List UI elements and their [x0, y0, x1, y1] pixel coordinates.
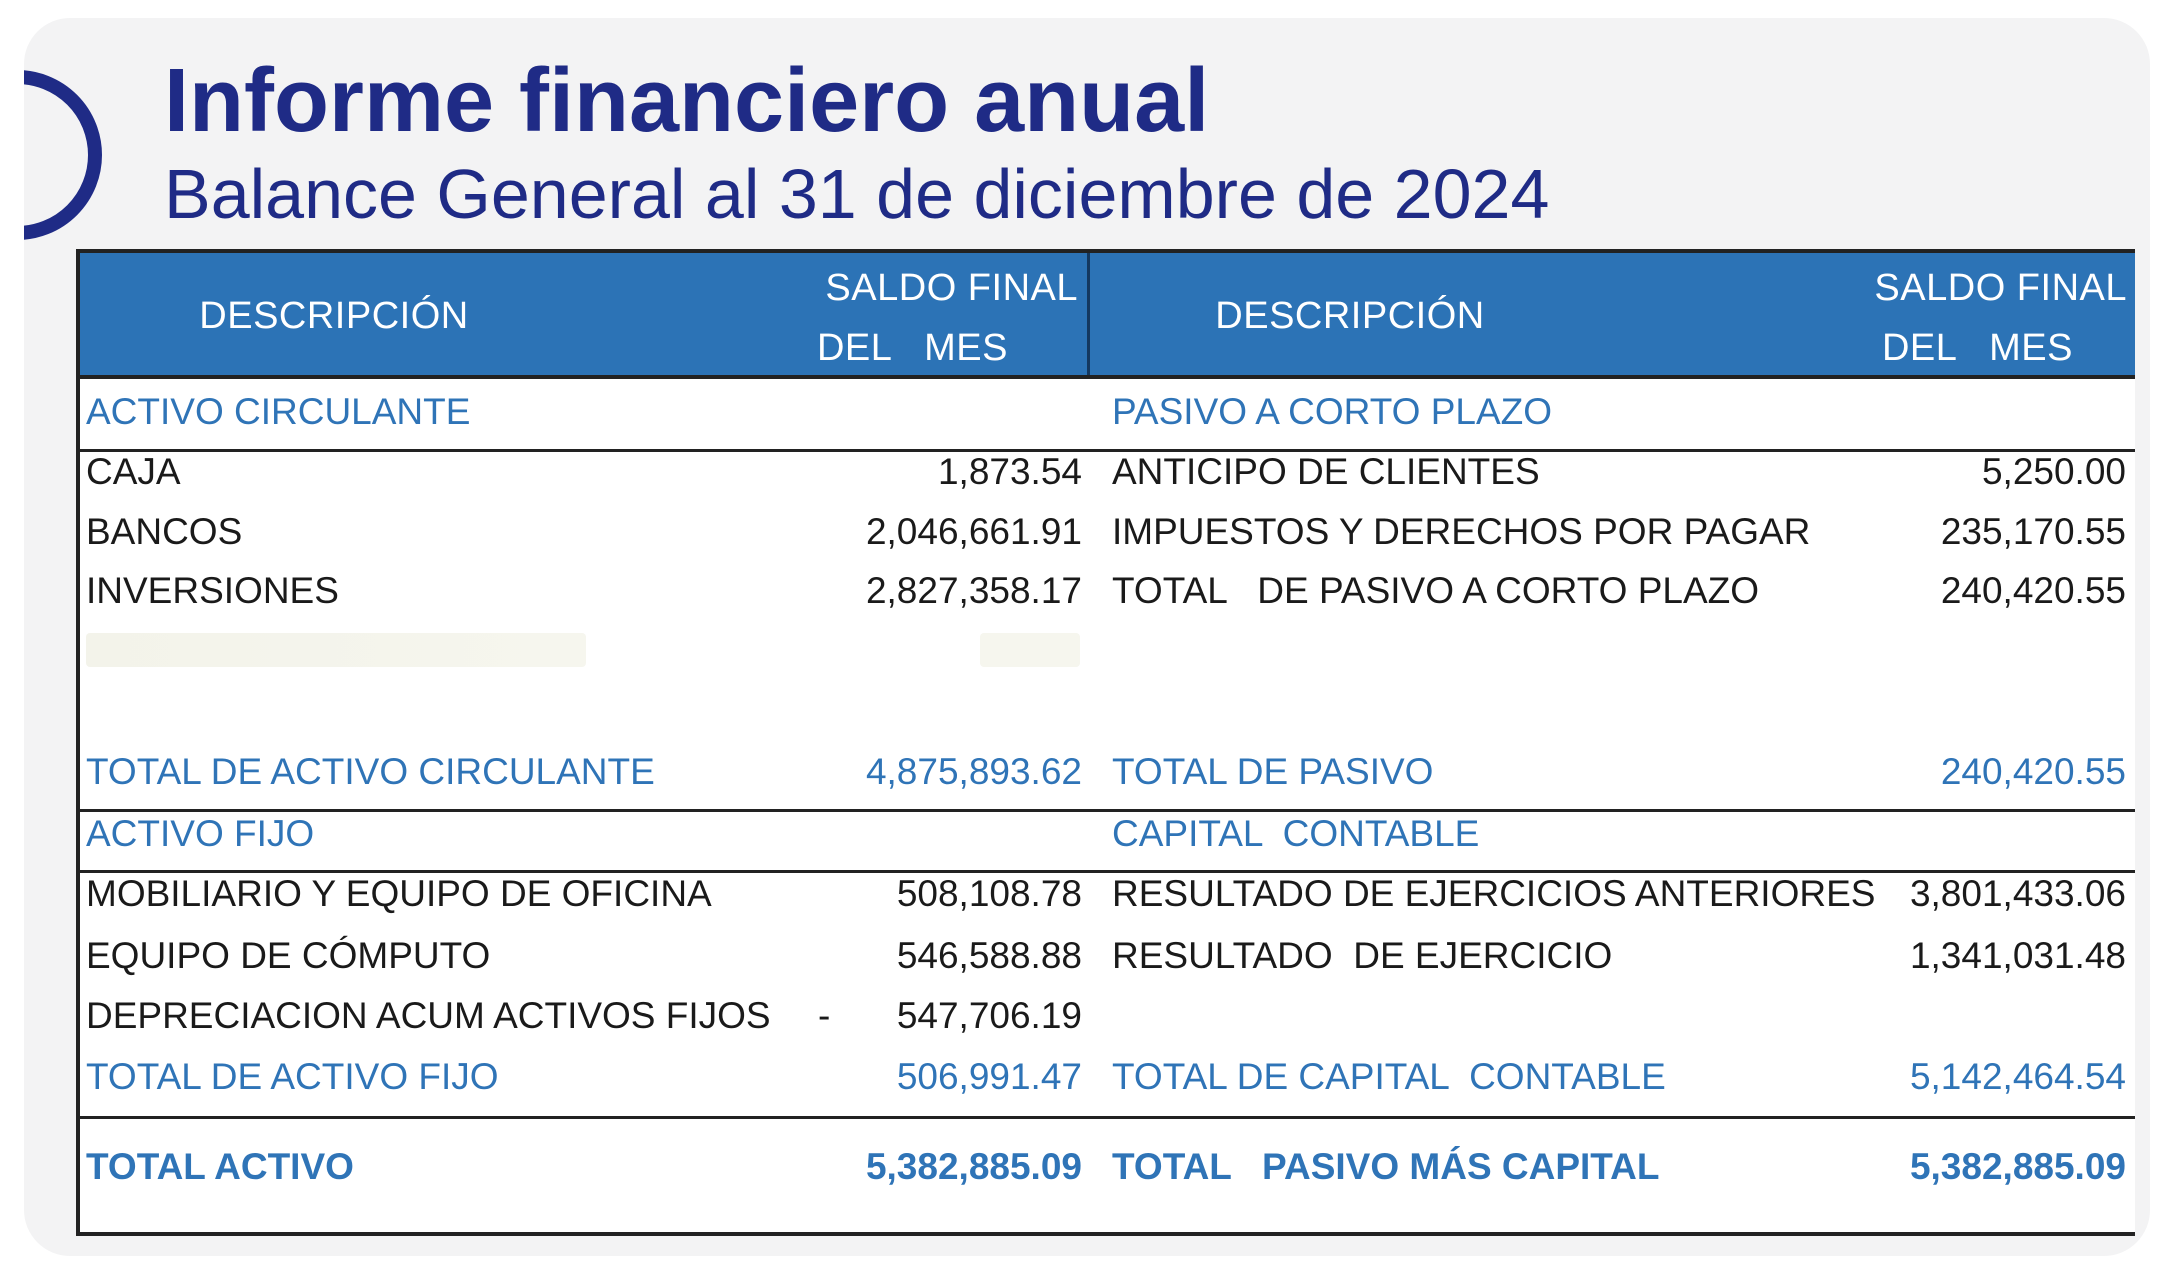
faded-row-placeholder: [86, 633, 586, 667]
total-capital-contable-label: TOTAL DE CAPITAL CONTABLE: [1112, 1056, 1666, 1097]
total-pasivo-value: 240,420.55: [1940, 751, 2126, 792]
faded-value-placeholder: [980, 633, 1080, 667]
total-activo-fijo-label: TOTAL DE ACTIVO FIJO: [86, 1056, 499, 1097]
row-value-bancos: 2,046,661.91: [865, 511, 1082, 552]
divider-line: [80, 1116, 2135, 1119]
total-activo-circulante-value: 4,875,893.62: [865, 751, 1082, 792]
total-pasivo-mas-capital-value: 5,382,885.09: [1909, 1146, 2126, 1187]
row-value-resultado-anteriores: 3,801,433.06: [1909, 873, 2126, 914]
divider-line: [80, 449, 2135, 452]
total-activo-label: TOTAL ACTIVO: [86, 1146, 354, 1187]
page-title: Informe financiero anual: [164, 51, 1210, 151]
page-subtitle: Balance General al 31 de diciembre de 20…: [164, 155, 1550, 233]
section-activo-fijo: ACTIVO FIJO: [86, 813, 315, 854]
row-label-resultado-anteriores: RESULTADO DE EJERCICIOS ANTERIORES: [1112, 873, 1876, 914]
total-pasivo-mas-capital-label: TOTAL PASIVO MÁS CAPITAL: [1112, 1146, 1660, 1187]
row-value-anticipo-clientes: 5,250.00: [1981, 451, 2126, 492]
row-value-total-pasivo-corto: 240,420.55: [1940, 570, 2126, 611]
row-label-depreciacion: DEPRECIACION ACUM ACTIVOS FIJOS: [86, 995, 771, 1036]
row-label-mobiliario: MOBILIARIO Y EQUIPO DE OFICINA: [86, 873, 712, 914]
row-label-equipo-computo: EQUIPO DE CÓMPUTO: [86, 935, 491, 976]
row-sign-depreciacion: -: [818, 995, 831, 1036]
total-pasivo-label: TOTAL DE PASIVO: [1112, 751, 1434, 792]
total-activo-fijo-value: 506,991.47: [896, 1056, 1082, 1097]
header-desc-right: DESCRIPCIÓN: [1215, 295, 1485, 337]
section-activo-circulante: ACTIVO CIRCULANTE: [86, 391, 471, 432]
row-value-resultado-ejercicio: 1,341,031.48: [1909, 935, 2126, 976]
row-value-caja: 1,873.54: [937, 451, 1082, 492]
row-value-impuestos: 235,170.55: [1940, 511, 2126, 552]
total-activo-value: 5,382,885.09: [865, 1146, 1082, 1187]
total-capital-contable-value: 5,142,464.54: [1909, 1056, 2126, 1097]
section-pasivo-corto-plazo: PASIVO A CORTO PLAZO: [1112, 391, 1553, 432]
row-value-depreciacion: 547,706.19: [896, 995, 1082, 1036]
row-label-caja: CAJA: [86, 451, 181, 492]
row-label-resultado-ejercicio: RESULTADO DE EJERCICIO: [1112, 935, 1613, 976]
header-saldo-left-line2: DEL MES: [816, 327, 1008, 369]
row-label-inversiones: INVERSIONES: [86, 570, 339, 611]
decorative-arc-icon: [24, 70, 102, 240]
header-saldo-right-line2: DEL MES: [1881, 327, 2073, 369]
balance-sheet-table: DESCRIPCIÓN SALDO FINAL DEL MES DESCRIPC…: [76, 249, 2135, 1236]
row-value-mobiliario: 508,108.78: [896, 873, 1082, 914]
report-card: Informe financiero anual Balance General…: [24, 18, 2150, 1256]
row-value-inversiones: 2,827,358.17: [865, 570, 1082, 611]
row-label-bancos: BANCOS: [86, 511, 243, 552]
section-capital-contable: CAPITAL CONTABLE: [1112, 813, 1480, 854]
divider-line: [80, 809, 2135, 812]
table-header: DESCRIPCIÓN SALDO FINAL DEL MES DESCRIPC…: [80, 253, 2135, 379]
header-saldo-right-line1: SALDO FINAL: [1874, 267, 2127, 309]
header-column-divider: [1087, 253, 1090, 375]
header-saldo-left-line1: SALDO FINAL: [825, 267, 1078, 309]
row-label-total-pasivo-corto: TOTAL DE PASIVO A CORTO PLAZO: [1112, 570, 1760, 611]
divider-line: [80, 870, 2135, 873]
total-activo-circulante-label: TOTAL DE ACTIVO CIRCULANTE: [86, 751, 655, 792]
header-desc-left: DESCRIPCIÓN: [199, 295, 469, 337]
row-value-equipo-computo: 546,588.88: [896, 935, 1082, 976]
row-label-impuestos: IMPUESTOS Y DERECHOS POR PAGAR: [1112, 511, 1811, 552]
row-label-anticipo-clientes: ANTICIPO DE CLIENTES: [1112, 451, 1540, 492]
